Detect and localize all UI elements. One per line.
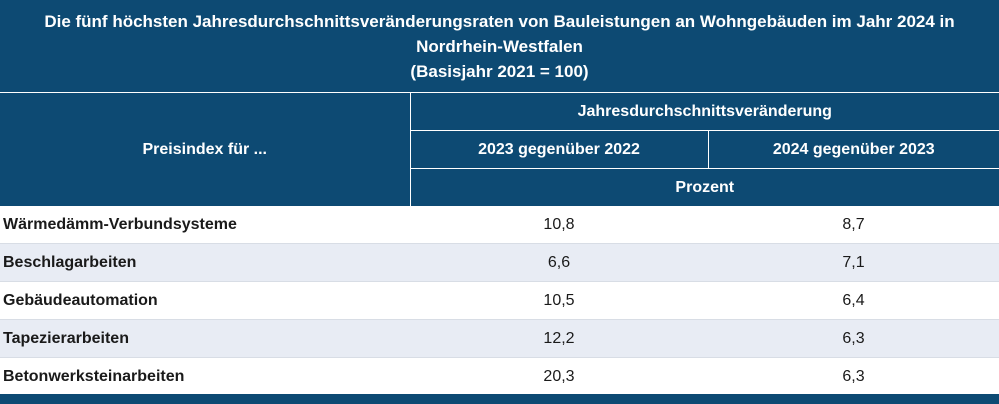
title-line-3: (Basisjahr 2021 = 100) <box>410 62 589 81</box>
row-label: Tapezierarbeiten <box>0 319 410 358</box>
footer-bar <box>0 394 999 404</box>
row-label: Betonwerksteinarbeiten <box>0 357 410 396</box>
cell-2024: 6,3 <box>708 319 999 358</box>
row-label: Beschlagarbeiten <box>0 243 410 282</box>
row-label: Gebäudeautomation <box>0 281 410 320</box>
group-header: Jahresdurchschnittsveränderung <box>410 93 999 131</box>
data-table: Preisindex für ... Jahresdurchschnittsve… <box>0 93 999 396</box>
column-header-2024: 2024 gegenüber 2023 <box>708 130 999 169</box>
cell-2024: 8,7 <box>708 206 999 244</box>
cell-2023: 20,3 <box>410 357 708 396</box>
cell-2023: 10,8 <box>410 206 708 244</box>
stub-header: Preisindex für ... <box>0 93 411 206</box>
cell-2023: 12,2 <box>410 319 708 358</box>
cell-2023: 6,6 <box>410 243 708 282</box>
title-line-1: Die fünf höchsten Jahresdurchschnittsver… <box>44 12 955 31</box>
cell-2023: 10,5 <box>410 281 708 320</box>
cell-2024: 7,1 <box>708 243 999 282</box>
table-row: Beschlagarbeiten 6,6 7,1 <box>0 243 999 282</box>
row-label: Wärmedämm-Verbundsysteme <box>0 206 410 244</box>
table-body: Wärmedämm-Verbundsysteme 10,8 8,7 Beschl… <box>0 206 999 396</box>
table-header: Preisindex für ... Jahresdurchschnittsve… <box>0 93 999 206</box>
table-row: Tapezierarbeiten 12,2 6,3 <box>0 319 999 358</box>
cell-2024: 6,4 <box>708 281 999 320</box>
table-row: Betonwerksteinarbeiten 20,3 6,3 <box>0 357 999 396</box>
table-row: Wärmedämm-Verbundsysteme 10,8 8,7 <box>0 206 999 244</box>
title-line-2: Nordrhein-Westfalen <box>416 37 583 56</box>
table-title: Die fünf höchsten Jahresdurchschnittsver… <box>0 0 999 93</box>
table-row: Gebäudeautomation 10,5 6,4 <box>0 281 999 320</box>
column-header-2023: 2023 gegenüber 2022 <box>410 130 709 169</box>
unit-header: Prozent <box>410 168 999 206</box>
cell-2024: 6,3 <box>708 357 999 396</box>
